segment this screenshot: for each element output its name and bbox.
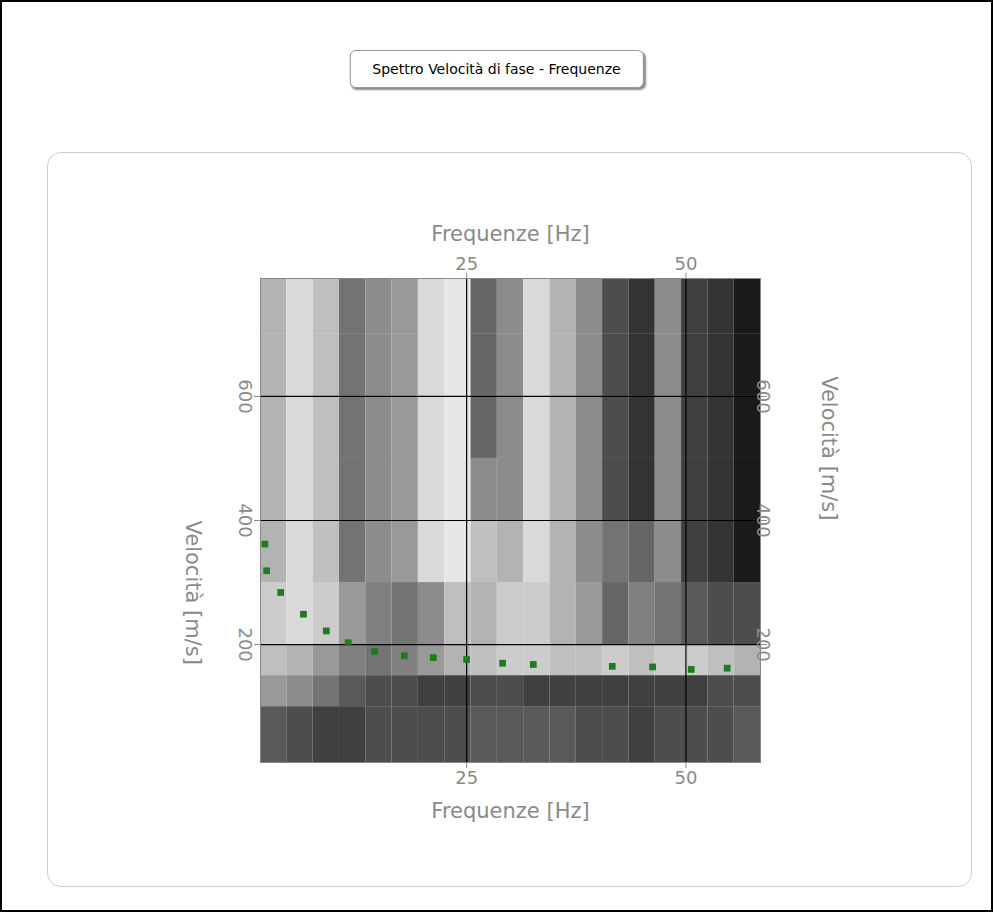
- svg-text:Frequenze [Hz]: Frequenze [Hz]: [431, 798, 589, 822]
- svg-text:400: 400: [752, 503, 773, 537]
- svg-text:Velocità [m/s]: Velocità [m/s]: [180, 520, 204, 664]
- svg-text:50: 50: [674, 252, 697, 273]
- html-text:Spettro Velocità di fase - Fre: Spettro Velocità di fase - Frequenze: [372, 61, 621, 77]
- svg-text:25: 25: [455, 767, 478, 788]
- svg-text:600: 600: [752, 379, 773, 413]
- svg-text:50: 50: [674, 767, 697, 788]
- svg-text:Velocità [m/s]: Velocità [m/s]: [816, 376, 840, 520]
- svg-text:Frequenze [Hz]: Frequenze [Hz]: [431, 222, 589, 246]
- svg-text:25: 25: [455, 252, 478, 273]
- svg-text:600: 600: [234, 379, 255, 413]
- svg-text:400: 400: [234, 503, 255, 537]
- svg-text:200: 200: [234, 627, 255, 661]
- svg-text:200: 200: [752, 627, 773, 661]
